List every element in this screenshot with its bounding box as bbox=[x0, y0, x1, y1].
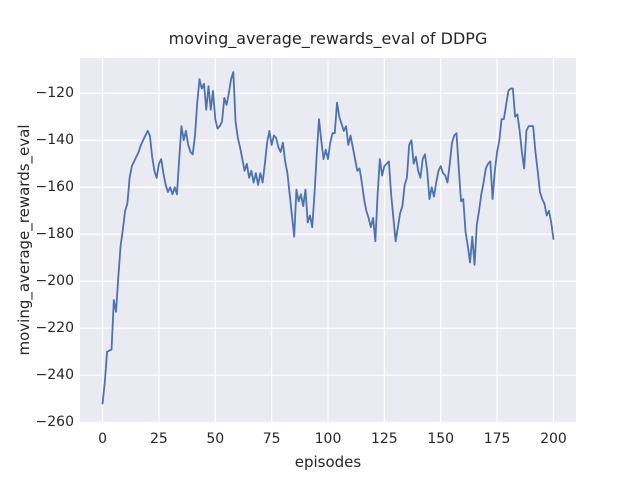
x-tick-label: 175 bbox=[483, 431, 511, 447]
y-tick-label: −240 bbox=[35, 367, 74, 384]
y-tick-label: −200 bbox=[35, 273, 74, 290]
x-tick-label: 25 bbox=[149, 431, 168, 447]
y-tick-label: −160 bbox=[35, 179, 74, 196]
x-tick-label: 150 bbox=[427, 431, 455, 447]
y-tick-label: −120 bbox=[35, 85, 74, 102]
chart-svg bbox=[80, 58, 576, 423]
reward-line-series bbox=[101, 71, 555, 405]
plot-area bbox=[80, 58, 576, 423]
x-tick-label: 125 bbox=[370, 431, 398, 447]
x-axis-label: episodes bbox=[294, 453, 362, 471]
x-tick-label: 0 bbox=[98, 431, 107, 447]
x-tick-label: 100 bbox=[314, 431, 342, 447]
x-tick-label: 200 bbox=[540, 431, 567, 447]
x-tick-label: 50 bbox=[206, 431, 225, 447]
y-tick-label: −220 bbox=[35, 320, 74, 337]
y-tick-label: −140 bbox=[35, 132, 74, 149]
chart-title: moving_average_rewards_eval of DDPG bbox=[168, 29, 488, 48]
x-tick-label: 75 bbox=[262, 431, 281, 447]
y-tick-label: −180 bbox=[35, 226, 74, 243]
y-tick-label: −260 bbox=[35, 414, 74, 431]
